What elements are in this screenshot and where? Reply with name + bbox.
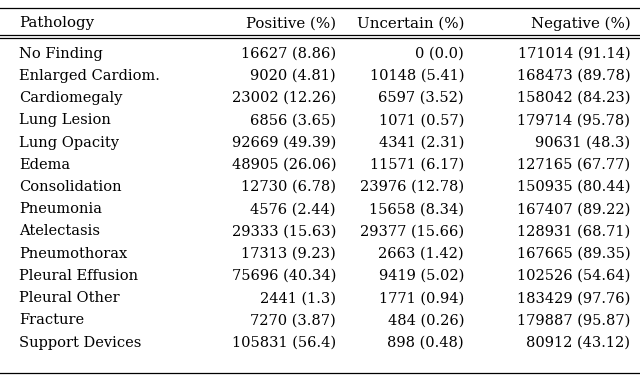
- Text: 158042 (84.23): 158042 (84.23): [517, 91, 630, 105]
- Text: 16627 (8.86): 16627 (8.86): [241, 46, 336, 61]
- Text: Positive (%): Positive (%): [246, 16, 336, 31]
- Text: 17313 (9.23): 17313 (9.23): [241, 247, 336, 261]
- Text: 48905 (26.06): 48905 (26.06): [232, 158, 336, 172]
- Text: 102526 (54.64): 102526 (54.64): [517, 269, 630, 283]
- Text: Enlarged Cardiom.: Enlarged Cardiom.: [19, 69, 160, 83]
- Text: 2441 (1.3): 2441 (1.3): [260, 291, 336, 305]
- Text: 171014 (91.14): 171014 (91.14): [518, 46, 630, 61]
- Text: 127165 (67.77): 127165 (67.77): [517, 158, 630, 172]
- Text: No Finding: No Finding: [19, 46, 103, 61]
- Text: 12730 (6.78): 12730 (6.78): [241, 180, 336, 194]
- Text: Support Devices: Support Devices: [19, 336, 141, 350]
- Text: Cardiomegaly: Cardiomegaly: [19, 91, 123, 105]
- Text: 105831 (56.4): 105831 (56.4): [232, 336, 336, 350]
- Text: 7270 (3.87): 7270 (3.87): [250, 313, 336, 328]
- Text: 23976 (12.78): 23976 (12.78): [360, 180, 464, 194]
- Text: 4576 (2.44): 4576 (2.44): [250, 202, 336, 216]
- Text: 0 (0.0): 0 (0.0): [415, 46, 464, 61]
- Text: 183429 (97.76): 183429 (97.76): [517, 291, 630, 305]
- Text: Pathology: Pathology: [19, 16, 94, 31]
- Text: 167665 (89.35): 167665 (89.35): [516, 247, 630, 261]
- Text: 23002 (12.26): 23002 (12.26): [232, 91, 336, 105]
- Text: Lung Opacity: Lung Opacity: [19, 135, 119, 150]
- Text: Uncertain (%): Uncertain (%): [356, 16, 464, 31]
- Text: 1771 (0.94): 1771 (0.94): [379, 291, 464, 305]
- Text: 9419 (5.02): 9419 (5.02): [379, 269, 464, 283]
- Text: 80912 (43.12): 80912 (43.12): [526, 336, 630, 350]
- Text: 6856 (3.65): 6856 (3.65): [250, 113, 336, 127]
- Text: 92669 (49.39): 92669 (49.39): [232, 135, 336, 150]
- Text: 11571 (6.17): 11571 (6.17): [370, 158, 464, 172]
- Text: Edema: Edema: [19, 158, 70, 172]
- Text: 898 (0.48): 898 (0.48): [387, 336, 464, 350]
- Text: 1071 (0.57): 1071 (0.57): [379, 113, 464, 127]
- Text: 9020 (4.81): 9020 (4.81): [250, 69, 336, 83]
- Text: 29333 (15.63): 29333 (15.63): [232, 224, 336, 239]
- Text: 15658 (8.34): 15658 (8.34): [369, 202, 464, 216]
- Text: Lung Lesion: Lung Lesion: [19, 113, 111, 127]
- Text: Negative (%): Negative (%): [531, 16, 630, 31]
- Text: Pleural Effusion: Pleural Effusion: [19, 269, 138, 283]
- Text: 179887 (95.87): 179887 (95.87): [517, 313, 630, 328]
- Text: 168473 (89.78): 168473 (89.78): [516, 69, 630, 83]
- Text: 2663 (1.42): 2663 (1.42): [378, 247, 464, 261]
- Text: Pneumonia: Pneumonia: [19, 202, 102, 216]
- Text: 150935 (80.44): 150935 (80.44): [517, 180, 630, 194]
- Text: Pneumothorax: Pneumothorax: [19, 247, 127, 261]
- Text: 128931 (68.71): 128931 (68.71): [517, 224, 630, 239]
- Text: 4341 (2.31): 4341 (2.31): [379, 135, 464, 150]
- Text: Pleural Other: Pleural Other: [19, 291, 120, 305]
- Text: 75696 (40.34): 75696 (40.34): [232, 269, 336, 283]
- Text: Fracture: Fracture: [19, 313, 84, 328]
- Text: Atelectasis: Atelectasis: [19, 224, 100, 239]
- Text: 484 (0.26): 484 (0.26): [387, 313, 464, 328]
- Text: 10148 (5.41): 10148 (5.41): [369, 69, 464, 83]
- Text: 6597 (3.52): 6597 (3.52): [378, 91, 464, 105]
- Text: 29377 (15.66): 29377 (15.66): [360, 224, 464, 239]
- Text: 90631 (48.3): 90631 (48.3): [535, 135, 630, 150]
- Text: 167407 (89.22): 167407 (89.22): [517, 202, 630, 216]
- Text: 179714 (95.78): 179714 (95.78): [517, 113, 630, 127]
- Text: Consolidation: Consolidation: [19, 180, 122, 194]
